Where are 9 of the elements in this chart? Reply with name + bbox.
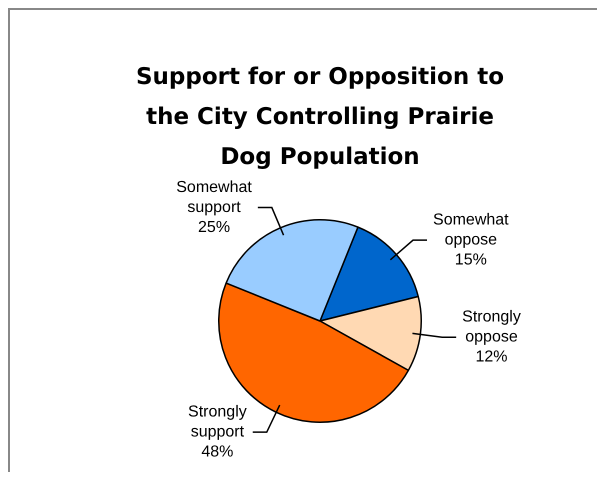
slice-label: Somewhat oppose: [433, 212, 510, 249]
data-label: 25%: [198, 218, 230, 236]
chart-title: Support for or Opposition to the City Controlling Prairie Dog Population: [136, 64, 504, 170]
data-label: 15%: [454, 252, 487, 269]
data-label: 12%: [476, 348, 508, 366]
data-label: 48%: [201, 444, 234, 461]
slice-label: Strongly oppose: [462, 308, 521, 346]
slice-label: Somewhat support: [176, 178, 252, 216]
slice-label: Strongly support: [188, 404, 247, 441]
